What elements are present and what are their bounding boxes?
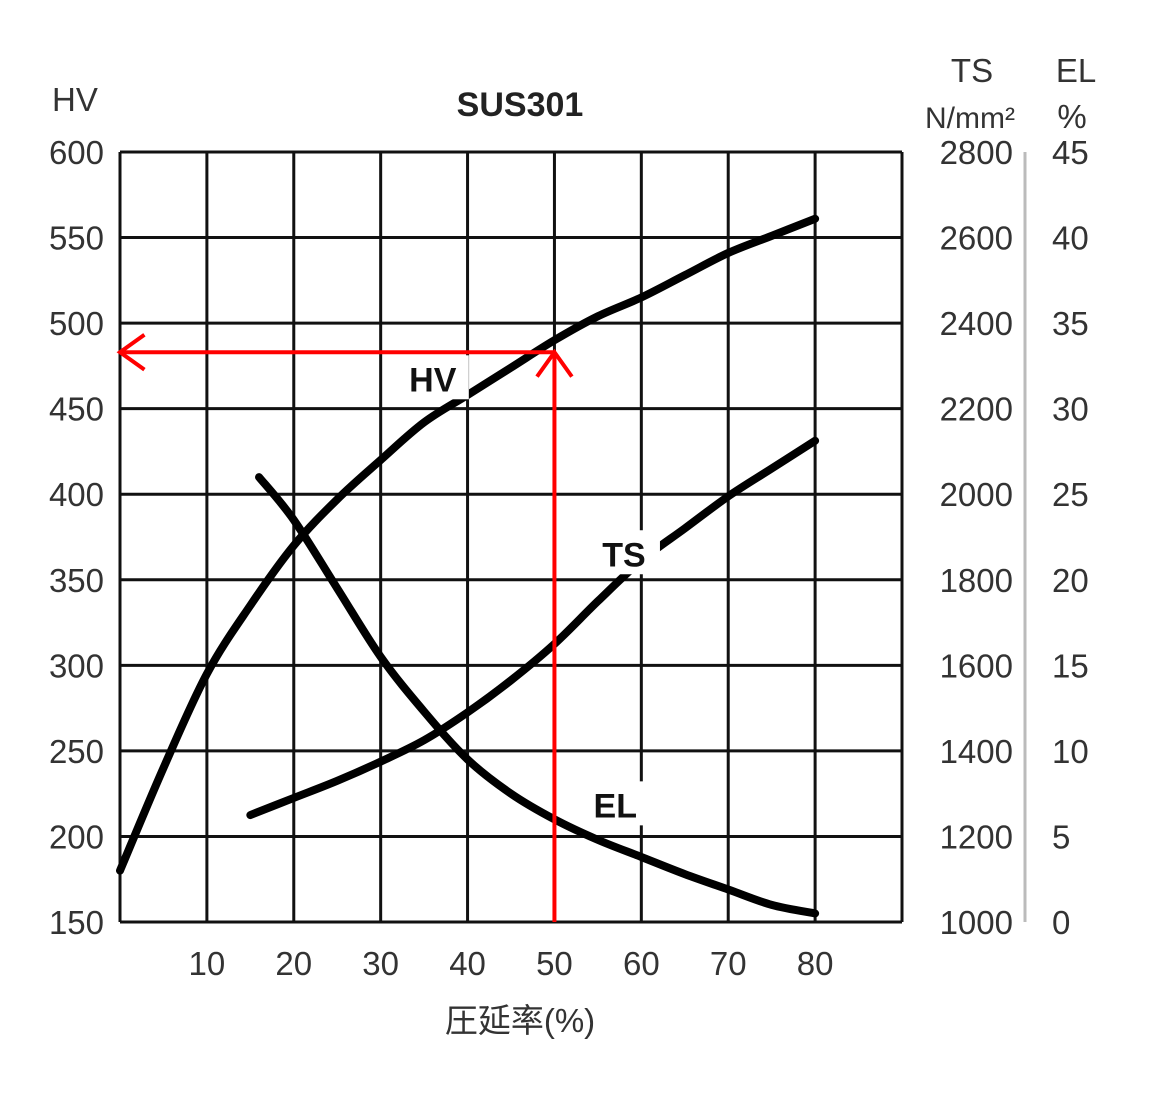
el-tick-label: 30 [1052, 391, 1089, 428]
ts-tick-label: 2000 [940, 476, 1013, 513]
el-tick-label: 35 [1052, 305, 1089, 342]
grid [118, 150, 1027, 924]
el-tick-label: 5 [1052, 818, 1070, 855]
ts-tick-label: 2600 [940, 220, 1013, 257]
el-tick-label: 10 [1052, 733, 1089, 770]
el-tick-label: 15 [1052, 647, 1089, 684]
series-layer: HV TS EL [116, 214, 820, 918]
series-label-el: EL [594, 787, 637, 825]
ts-tick-label: 1000 [940, 904, 1013, 941]
ts-tick-label: 1800 [940, 562, 1013, 599]
x-tick-label: 80 [797, 945, 834, 982]
ts-tick-label: 2200 [940, 391, 1013, 428]
ts-tick-label: 2400 [940, 305, 1013, 342]
series-line-el [255, 473, 820, 918]
left-tick-label: 250 [49, 733, 104, 770]
text-layer: SUS301 HV TS N/mm² EL % 圧延率(%) 150200250… [49, 52, 1096, 1039]
annotation-layer [116, 333, 574, 922]
left-tick-label: 600 [49, 134, 104, 171]
x-tick-label: 60 [623, 945, 660, 982]
x-tick-label: 30 [362, 945, 399, 982]
chart-title: SUS301 [457, 86, 584, 124]
left-tick-label: 300 [49, 647, 104, 684]
ts-axis-title: TS [951, 52, 993, 89]
el-tick-label: 45 [1052, 134, 1089, 171]
el-tick-label: 20 [1052, 562, 1089, 599]
x-tick-label: 20 [275, 945, 312, 982]
ts-tick-label: 2800 [940, 134, 1013, 171]
x-tick-label: 70 [710, 945, 747, 982]
x-tick-label: 10 [189, 945, 226, 982]
series-label-bg [396, 355, 469, 400]
series-label-bg [587, 530, 660, 575]
series-line-hv [116, 214, 820, 875]
el-tick-label: 40 [1052, 220, 1089, 257]
ts-axis-unit: N/mm² [925, 102, 1015, 135]
x-axis-title: 圧延率(%) [445, 1002, 595, 1039]
left-tick-label: 450 [49, 391, 104, 428]
el-tick-label: 0 [1052, 904, 1070, 941]
ts-tick-label: 1200 [940, 818, 1013, 855]
left-tick-label: 350 [49, 562, 104, 599]
x-tick-label: 40 [449, 945, 486, 982]
el-axis-unit: % [1057, 98, 1086, 135]
x-tick-label: 50 [536, 945, 573, 982]
series-line-ts [246, 436, 820, 820]
left-tick-label: 500 [49, 305, 104, 342]
ts-tick-label: 1400 [940, 733, 1013, 770]
left-axis-title: HV [52, 81, 98, 118]
series-label-hv: HV [409, 361, 457, 399]
series-label-ts: TS [602, 536, 645, 574]
annotation-arrow-head [116, 333, 146, 372]
left-tick-label: 150 [49, 904, 104, 941]
el-axis-title: EL [1056, 52, 1096, 89]
el-tick-label: 25 [1052, 476, 1089, 513]
ts-tick-label: 1600 [940, 647, 1013, 684]
series-label-bg [579, 781, 652, 826]
left-tick-label: 200 [49, 818, 104, 855]
left-tick-label: 550 [49, 220, 104, 257]
left-tick-label: 400 [49, 476, 104, 513]
